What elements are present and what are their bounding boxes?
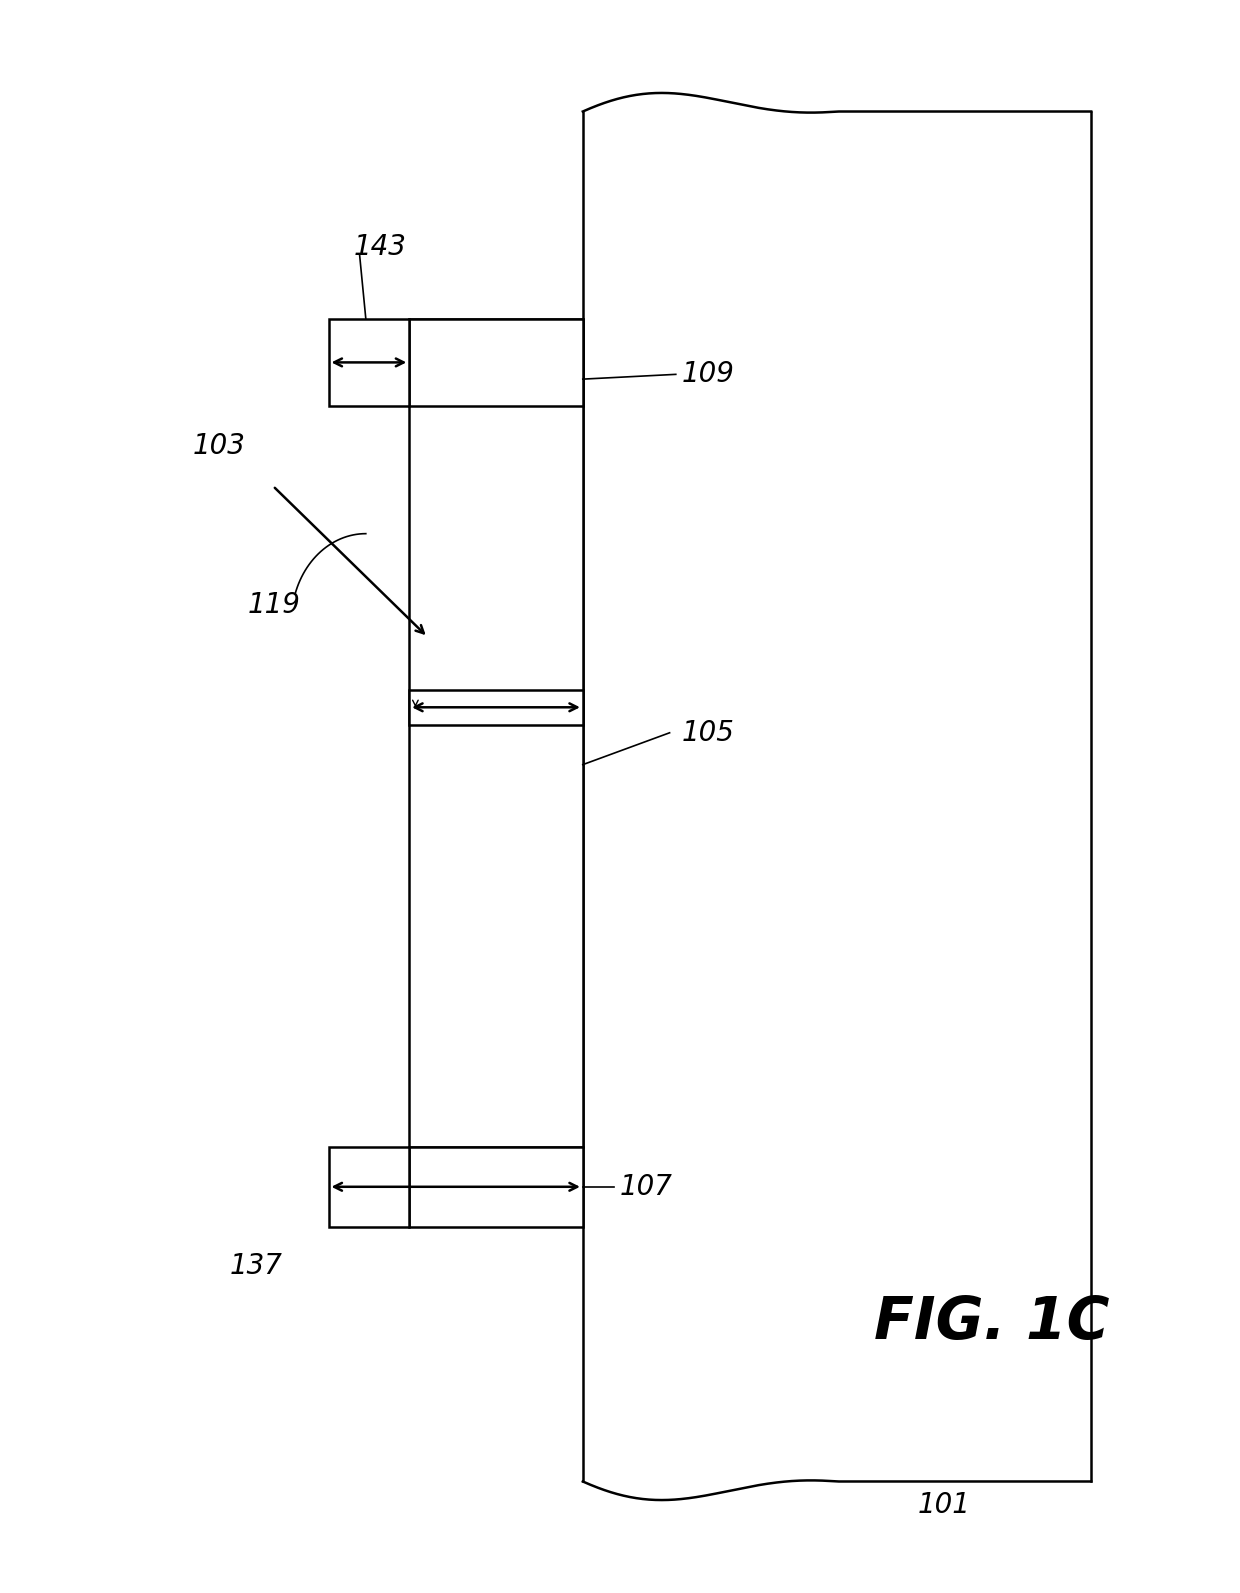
Polygon shape — [583, 92, 1091, 1501]
Text: 109: 109 — [682, 360, 735, 389]
Text: 107: 107 — [620, 1172, 673, 1201]
Text: 101: 101 — [918, 1491, 971, 1520]
Bar — [409, 319, 583, 406]
Bar — [409, 1147, 583, 1227]
Bar — [409, 690, 583, 725]
Text: 103: 103 — [192, 432, 246, 460]
Text: 143: 143 — [353, 233, 407, 261]
Bar — [329, 319, 409, 406]
Bar — [409, 319, 583, 1147]
Text: FIG. 1C: FIG. 1C — [874, 1294, 1110, 1351]
Text: 119: 119 — [248, 591, 301, 620]
Bar — [329, 1147, 409, 1227]
Text: 105: 105 — [682, 718, 735, 747]
Text: 137: 137 — [229, 1252, 283, 1281]
